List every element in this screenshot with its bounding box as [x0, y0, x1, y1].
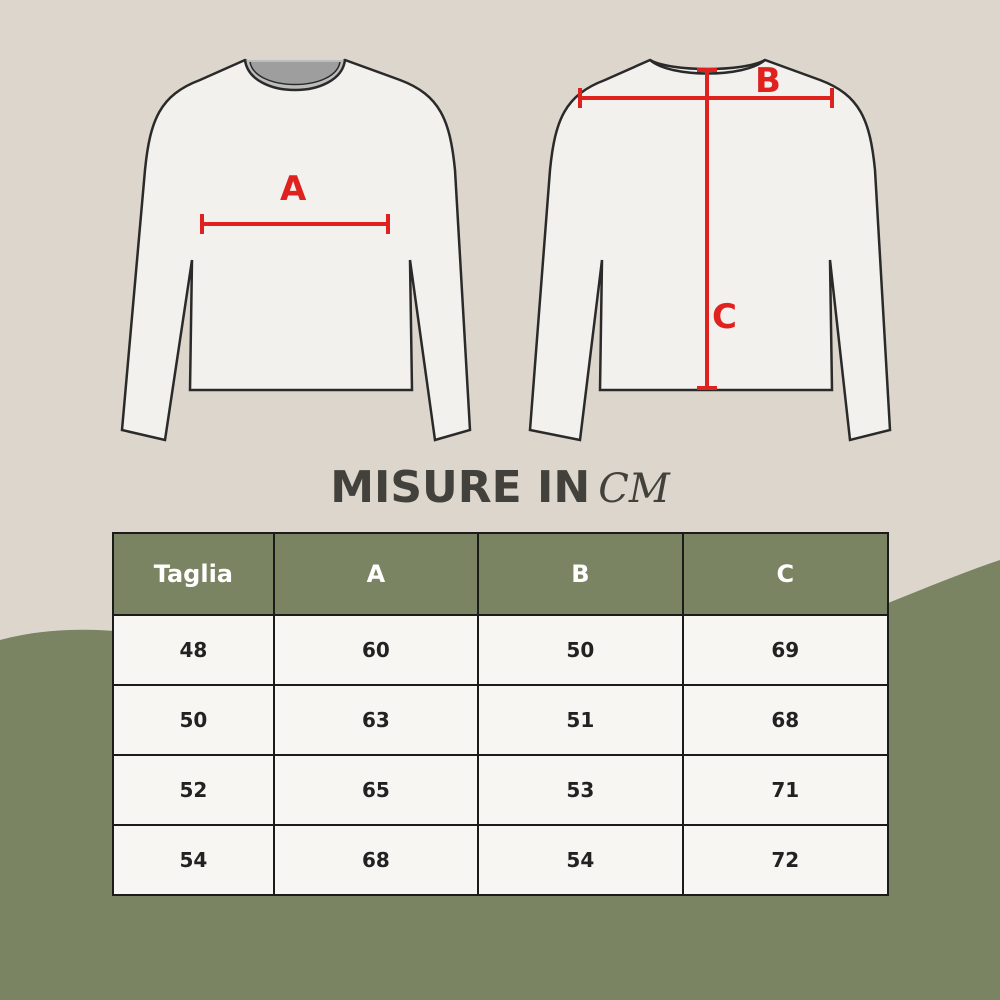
garment-diagram: A B C: [120, 58, 892, 442]
cell: 72: [681, 824, 890, 896]
header-c: C: [681, 532, 890, 616]
table-row: 50 63 51 68: [112, 684, 890, 756]
header-a: A: [272, 532, 480, 616]
title-unit: CM: [598, 466, 670, 512]
table-row: 54 68 54 72: [112, 824, 890, 896]
label-a: A: [280, 169, 307, 209]
cell: 48: [112, 614, 275, 686]
cell: 50: [112, 684, 275, 756]
cell: 69: [681, 614, 890, 686]
cell: 68: [272, 824, 480, 896]
header-b: B: [477, 532, 684, 616]
table-row: 48 60 50 69: [112, 614, 890, 686]
page-title: MISURE IN CM: [0, 462, 1000, 513]
cell: 54: [477, 824, 684, 896]
cell: 68: [681, 684, 890, 756]
cell: 65: [272, 754, 480, 826]
label-b: B: [755, 61, 781, 101]
measurement-lines: [200, 68, 834, 390]
cell: 53: [477, 754, 684, 826]
header-size: Taglia: [112, 532, 275, 616]
label-c: C: [712, 297, 737, 337]
cell: 52: [112, 754, 275, 826]
table-header: Taglia A B C: [112, 532, 890, 616]
title-text: MISURE IN: [330, 462, 591, 513]
cell: 51: [477, 684, 684, 756]
shirt-front: [120, 58, 472, 442]
cell: 50: [477, 614, 684, 686]
size-table: Taglia A B C 48 60 50 69 50 63 51 68 52 65 53 71 …: [112, 532, 890, 896]
cell: 60: [272, 614, 480, 686]
shirt-back: [528, 58, 892, 442]
cell: 63: [272, 684, 480, 756]
cell: 71: [681, 754, 890, 826]
cell: 54: [112, 824, 275, 896]
table-row: 52 65 53 71: [112, 754, 890, 826]
